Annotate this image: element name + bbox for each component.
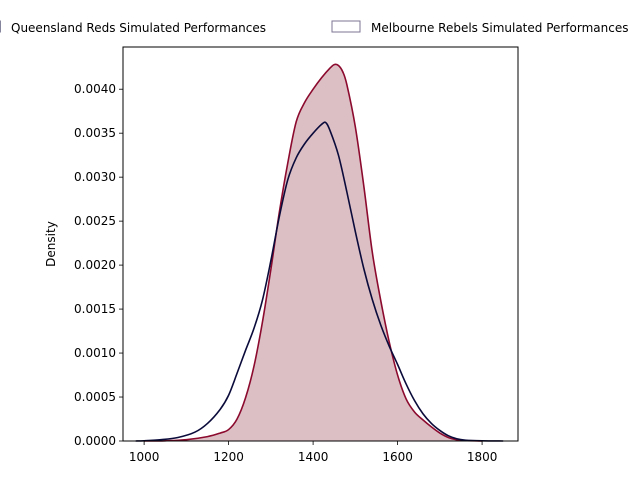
y-tick-label: 0.0035	[74, 126, 116, 140]
melbourne-rebels-simulated-performances-area	[144, 64, 483, 441]
x-tick-label: 1600	[382, 450, 413, 464]
y-tick-label: 0.0000	[74, 434, 116, 448]
x-tick-label: 1200	[213, 450, 244, 464]
plot-area	[135, 63, 504, 442]
legend-swatch	[331, 20, 361, 33]
x-axis: 1000 1200 1400 1600 1800	[129, 441, 498, 464]
queensland-reds-simulated-performances-line	[135, 121, 504, 442]
y-tick-label: 0.0015	[74, 302, 116, 316]
y-axis: 0.0000 0.0005 0.0010 0.0015 0.0020 0.0025 0.00…	[74, 82, 123, 448]
x-tick-label: 1400	[298, 450, 329, 464]
y-tick-label: 0.0040	[74, 82, 116, 96]
melbourne-rebels-simulated-performances-line	[144, 63, 483, 442]
y-tick-label: 0.0005	[74, 390, 116, 404]
axes-frame	[122, 46, 519, 442]
y-tick-label: 0.0025	[74, 214, 116, 228]
legend-label: Melbourne Rebels Simulated Performances	[371, 21, 629, 35]
legend: Queensland Reds Simulated Performances Me…	[0, 20, 629, 35]
y-tick-label: 0.0010	[74, 346, 116, 360]
legend-label: Queensland Reds Simulated Performances	[11, 21, 266, 35]
y-tick-label: 0.0020	[74, 258, 116, 272]
y-tick-label: 0.0030	[74, 170, 116, 184]
x-tick-label: 1000	[129, 450, 160, 464]
x-tick-label: 1800	[467, 450, 498, 464]
y-axis-label: Density	[44, 221, 58, 267]
